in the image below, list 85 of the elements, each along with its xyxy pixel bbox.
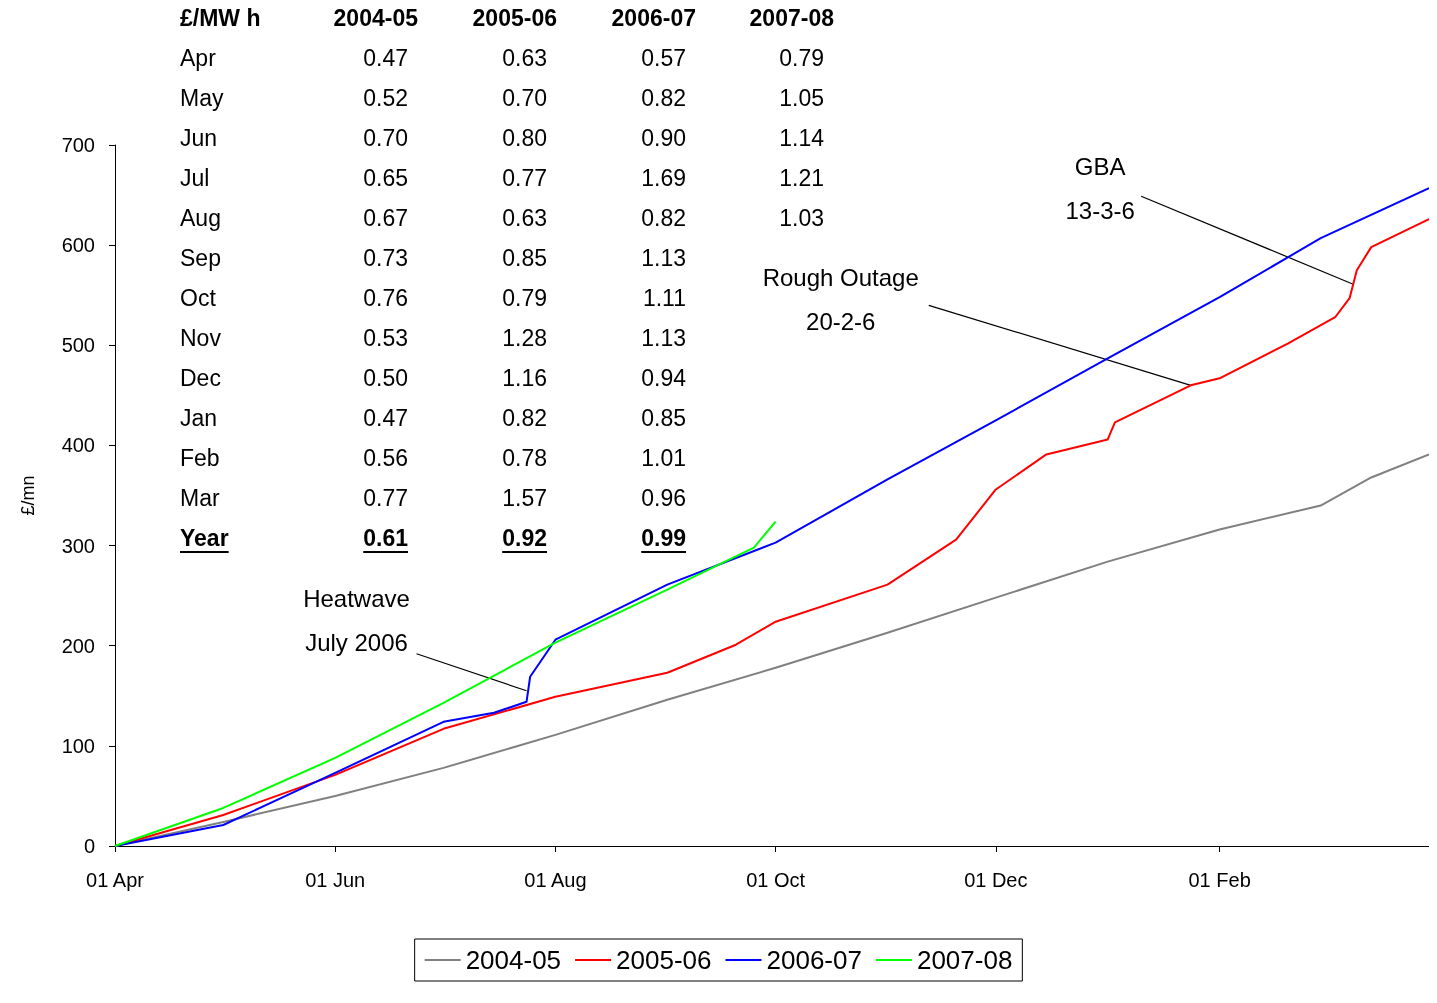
text: 1.05 xyxy=(779,85,824,111)
annotation: 0.56 xyxy=(363,445,408,471)
annotation: 0.77 xyxy=(363,485,408,511)
annotation: 1.01 xyxy=(641,445,686,471)
y-axis-title: £/mn xyxy=(18,475,38,516)
x-tick-label: 01 Aug xyxy=(524,869,587,891)
y-tick-label: 300 xyxy=(61,534,95,557)
legend-label: 2007-08 xyxy=(916,945,1013,975)
annotation: 0.90 xyxy=(641,125,686,151)
annotation: GBA 13-3-6 xyxy=(1065,152,1135,224)
annotation: Sep xyxy=(180,245,221,271)
annotation: Mar xyxy=(180,485,220,511)
annotation: 0.79 xyxy=(502,285,547,311)
annotation: 0.82 xyxy=(641,205,686,231)
text: 2004-05 xyxy=(333,5,419,31)
text: 0.70 xyxy=(502,85,547,111)
text: 2007-08 xyxy=(749,5,835,31)
annotation: 0.76 xyxy=(363,285,408,311)
annotation: Feb xyxy=(180,445,220,471)
x-tick-label: 01 Dec xyxy=(964,869,1028,891)
annotation: Nov xyxy=(180,325,222,351)
text: 0.57 xyxy=(641,45,686,71)
y-tick-label: 700 xyxy=(61,134,95,156)
text: 0.79 xyxy=(779,45,824,71)
annotation: 1.69 xyxy=(641,165,686,191)
annotation: 0.70 xyxy=(363,125,408,151)
annotation: 0.73 xyxy=(363,245,408,271)
annotation: 0.92 xyxy=(502,525,547,551)
annotation: Aug xyxy=(180,205,221,231)
y-tick-label: 400 xyxy=(61,434,95,457)
text: 2005-06 xyxy=(472,5,557,31)
annotation: 0.96 xyxy=(641,485,686,511)
annotation: 0.63 xyxy=(502,205,547,231)
annotation: 0.53 xyxy=(363,325,408,351)
annotation: 0.85 xyxy=(641,405,686,431)
annotation: 0.67 xyxy=(363,205,408,231)
x-tick-label: 01 Jun xyxy=(305,869,366,891)
annotation: Dec xyxy=(180,365,221,391)
y-tick-label: 600 xyxy=(61,234,95,257)
legend-label: 2004-05 xyxy=(465,945,562,975)
annotation: Jun xyxy=(180,125,218,151)
annotation: 1.57 xyxy=(502,485,547,511)
annotation: 0.82 xyxy=(502,405,547,431)
annotation: Jul xyxy=(180,165,210,191)
text: Apr xyxy=(180,45,217,71)
annotation: 1.14 xyxy=(779,125,825,151)
text: £/MW h xyxy=(180,5,261,31)
annotation: 0.78 xyxy=(502,445,547,471)
x-tick-label: 01 Oct xyxy=(746,869,806,891)
x-tick-label: 01 Apr xyxy=(86,869,145,891)
annotation: 1.21 xyxy=(779,165,824,191)
legend-label: 2005-06 xyxy=(616,945,712,975)
annotation: Heatwave July 2006 xyxy=(303,585,410,657)
annotation: 1.11 xyxy=(642,285,686,311)
line-series xyxy=(114,520,777,847)
y-tick-label: 200 xyxy=(61,634,95,657)
annotation: 0.80 xyxy=(502,125,547,151)
annotation: 1.28 xyxy=(502,325,547,351)
legend-label: 2006-07 xyxy=(766,945,862,975)
annotation: 0.77 xyxy=(502,165,547,191)
annotation: 1.13 xyxy=(641,325,686,351)
annotation: Rough Outage 20-2-6 xyxy=(762,263,919,335)
annotation: Oct xyxy=(180,285,217,311)
annotation: 0.65 xyxy=(363,165,408,191)
annotation: Jan xyxy=(180,405,218,431)
y-tick-label: 500 xyxy=(61,334,95,357)
annotation: 0.99 xyxy=(641,525,686,551)
y-tick-label: 0 xyxy=(83,835,95,857)
text: May xyxy=(180,85,224,111)
annotation: 0.61 xyxy=(363,525,409,551)
text: 2006-07 xyxy=(611,5,696,31)
annotation: Year xyxy=(180,525,229,551)
annotation: 1.13 xyxy=(641,245,686,271)
annotation: 0.94 xyxy=(641,365,687,391)
text: 0.82 xyxy=(641,85,686,111)
text: 0.63 xyxy=(502,45,547,71)
annotation: 0.47 xyxy=(363,405,408,431)
y-tick-label: 100 xyxy=(61,734,95,757)
x-tick-label: 01 Feb xyxy=(1188,869,1251,891)
annotation: 0.85 xyxy=(502,245,547,271)
annotation: 1.03 xyxy=(779,205,824,231)
annotation: 0.50 xyxy=(363,365,408,391)
text: 0.52 xyxy=(363,85,408,111)
text: 0.47 xyxy=(363,45,408,71)
annotation: 1.16 xyxy=(502,365,547,391)
